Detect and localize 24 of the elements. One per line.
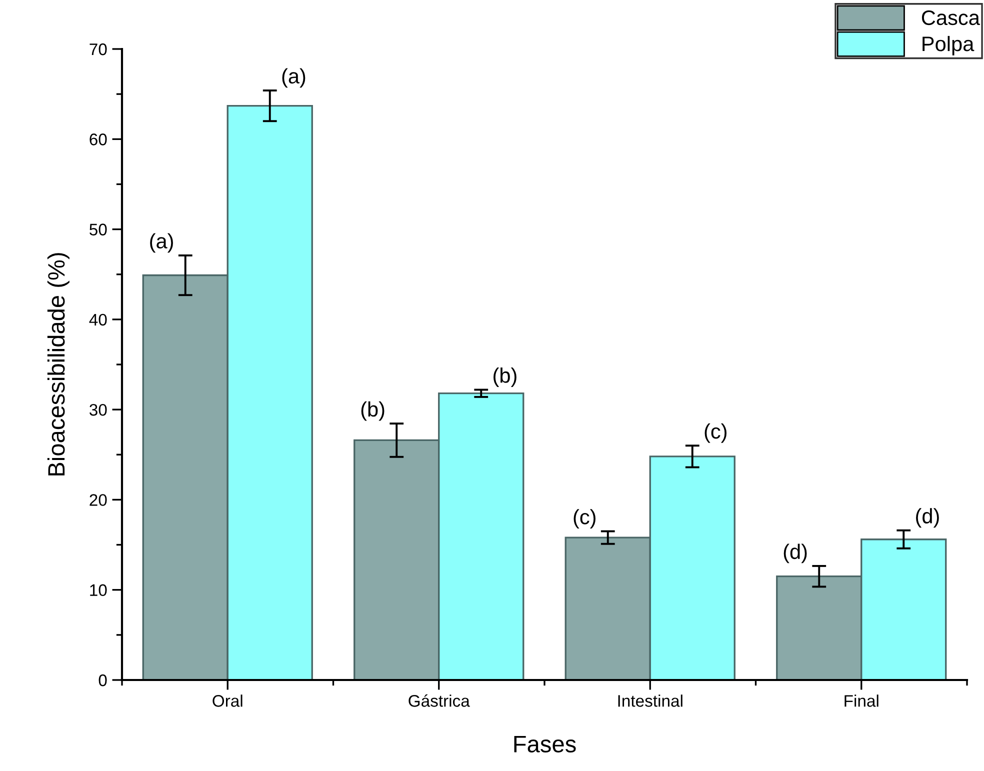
annotation: (a) bbox=[150, 233, 173, 253]
annotation: (b) bbox=[361, 401, 384, 421]
x-tick-label: Oral bbox=[212, 694, 242, 707]
legend-label: Polpa bbox=[922, 36, 974, 56]
annotation: (d) bbox=[916, 508, 939, 528]
y-tick-label: 0 bbox=[98, 674, 107, 686]
x-tick-label: Final bbox=[844, 694, 878, 707]
annotation: (c) bbox=[704, 423, 726, 443]
annotation: (c) bbox=[574, 509, 596, 528]
x-tick-label: Intestinal bbox=[618, 694, 682, 707]
y-tick-label: 10 bbox=[90, 584, 107, 596]
x-tick-label: Gástrica bbox=[408, 694, 470, 707]
y-tick-label: 40 bbox=[89, 314, 107, 326]
y-tick-label: 50 bbox=[90, 224, 107, 236]
annotation: (d) bbox=[784, 544, 807, 564]
annotation: (a) bbox=[282, 68, 306, 88]
y-tick-label: 30 bbox=[90, 404, 107, 416]
legend-label: Casca bbox=[922, 10, 980, 26]
y-axis-title: Bioacessibilidade (%) bbox=[47, 253, 70, 476]
y-tick-label: 60 bbox=[90, 134, 107, 146]
x-axis-title: Fases bbox=[514, 736, 576, 752]
annotation: (b) bbox=[494, 368, 516, 387]
y-tick-label: 70 bbox=[90, 43, 107, 56]
y-tick-label: 20 bbox=[90, 494, 107, 506]
